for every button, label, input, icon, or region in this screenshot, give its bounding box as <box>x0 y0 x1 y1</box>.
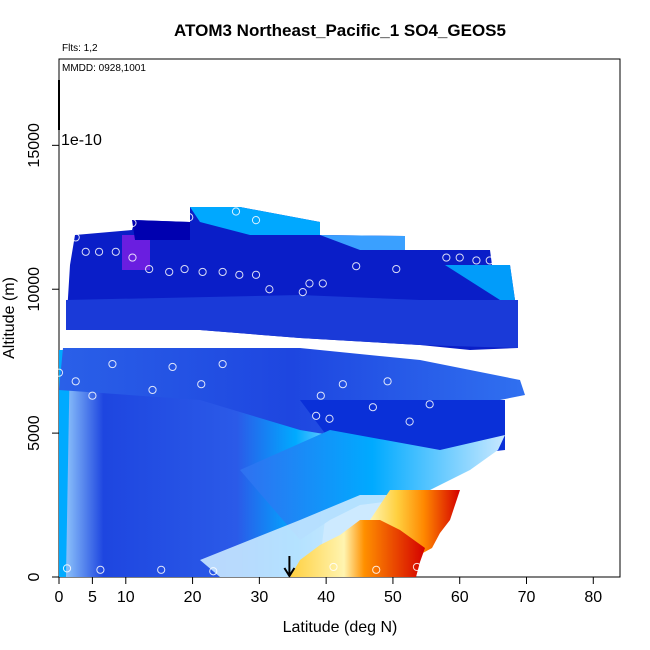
observation-point <box>148 385 157 395</box>
x-tick-label: 80 <box>584 589 602 606</box>
x-tick-label: 5 <box>88 589 97 606</box>
observation-point <box>165 267 174 277</box>
observation-point <box>198 267 207 277</box>
observation-point <box>512 259 521 268</box>
x-tick-label: 70 <box>518 589 536 606</box>
observation-point <box>316 391 325 400</box>
field-pale-plume <box>200 495 400 577</box>
observation-point <box>485 256 494 265</box>
observation-point <box>62 564 72 573</box>
observation-point <box>455 253 464 262</box>
observation-point <box>71 377 80 386</box>
observation-point <box>168 362 177 372</box>
observation-point <box>108 359 117 369</box>
observation-point <box>209 567 218 576</box>
observation-point <box>383 377 392 386</box>
x-tick-label: 10 <box>117 589 135 606</box>
y-axis-label: Altitude (m) <box>1 277 18 359</box>
observation-point <box>71 233 80 242</box>
observation-point <box>525 397 534 406</box>
observation-point <box>235 270 244 279</box>
x-tick-label: 60 <box>451 589 469 606</box>
observation-point <box>128 253 137 262</box>
curtain-field <box>59 207 525 577</box>
field-diagonal-light <box>240 430 505 540</box>
x-tick-label: 50 <box>384 589 402 606</box>
y-tick-label: 15000 <box>26 123 43 168</box>
observation-point <box>312 411 321 420</box>
observation-point <box>352 262 361 271</box>
x-tick-label: 20 <box>184 589 202 606</box>
observation-point <box>96 565 105 574</box>
observation-point <box>425 400 434 409</box>
field-purple-patch <box>122 235 150 270</box>
observation-point <box>338 380 347 389</box>
arrow-marker <box>283 556 296 578</box>
observation-point <box>157 565 166 574</box>
observation-point <box>180 264 189 274</box>
observation-point <box>325 414 334 423</box>
observation-point <box>94 247 104 256</box>
observation-point <box>88 391 97 400</box>
field-left-edge <box>59 350 70 577</box>
y-tick-label: 0 <box>26 572 43 581</box>
y-tick-label: 10000 <box>26 267 43 312</box>
observation-point <box>372 565 381 574</box>
field-right-light-column <box>445 265 515 300</box>
observation-point <box>305 279 314 288</box>
x-tick-label: 0 <box>55 589 64 606</box>
flights-label: Flts: 1,2 <box>62 43 98 54</box>
field-top-light-shelf <box>320 235 405 250</box>
y-axis-ticks: 0 5000 10000 15000 <box>26 123 59 581</box>
colorbar-label: 1e-10 <box>61 132 102 149</box>
observation-point <box>265 285 274 294</box>
field-top-light-right <box>190 207 320 235</box>
observation-point <box>442 253 451 262</box>
observation-point <box>251 216 261 225</box>
observation-point <box>251 270 261 279</box>
observation-point <box>218 267 227 277</box>
observation-point <box>218 359 227 369</box>
y-tick-label: 5000 <box>26 415 43 451</box>
field-top-left-dark <box>132 220 190 240</box>
observation-point <box>197 380 206 389</box>
observation-point <box>472 256 481 265</box>
x-tick-label: 40 <box>317 589 335 606</box>
observation-point <box>81 247 90 256</box>
observation-point <box>231 207 241 216</box>
observation-point <box>145 264 154 274</box>
observation-point <box>54 368 64 377</box>
observation-point <box>318 279 327 288</box>
dates-label: MMDD: 0928,1001 <box>62 63 146 74</box>
observation-point <box>412 562 422 572</box>
field-upper-band <box>66 295 518 348</box>
field-hot-lower <box>290 520 425 577</box>
observation-point <box>392 264 401 274</box>
observation-points <box>54 207 534 576</box>
observation-point <box>111 247 120 256</box>
x-axis-ticks: 0 5 10 20 30 40 50 60 70 80 <box>55 577 602 606</box>
observation-point <box>329 562 338 572</box>
x-tick-label: 30 <box>250 589 268 606</box>
observation-point <box>185 213 194 222</box>
x-axis-label: Latitude (deg N) <box>283 619 398 636</box>
observation-point <box>298 288 307 297</box>
observation-point <box>405 417 414 426</box>
observation-point <box>128 218 137 228</box>
observation-point <box>368 403 377 412</box>
chart-title: ATOM3 Northeast_Pacific_1 SO4_GEOS5 <box>174 21 506 40</box>
